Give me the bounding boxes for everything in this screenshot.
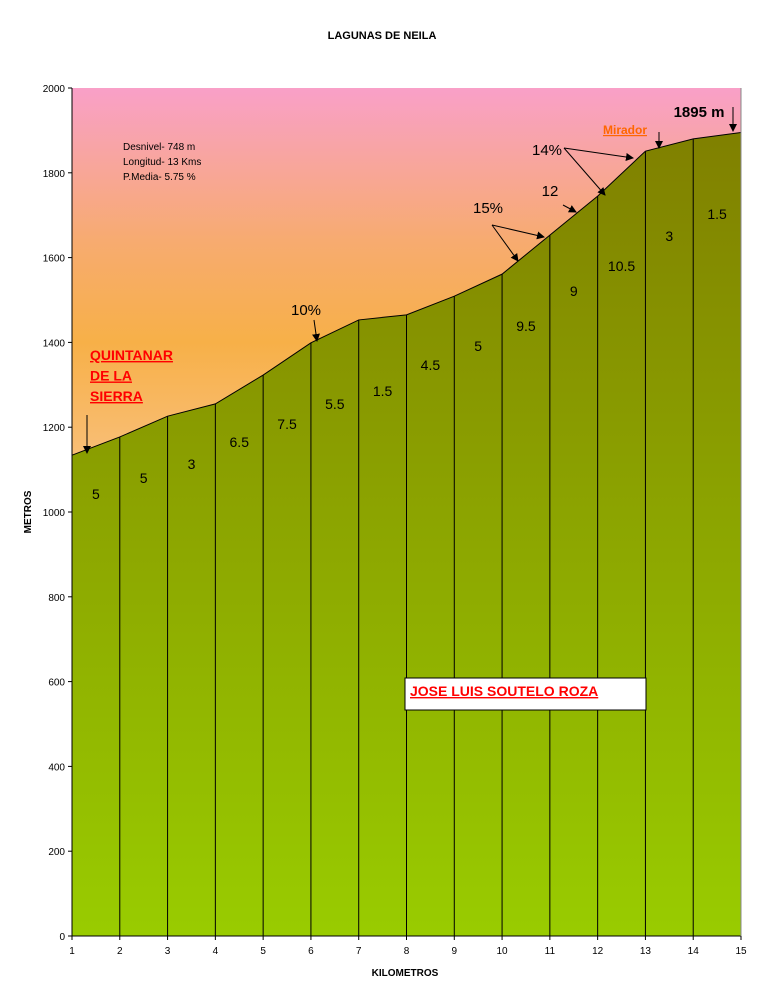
info-line: P.Media- 5.75 % <box>123 172 196 183</box>
x-tick-label: 7 <box>356 946 362 957</box>
gradient-14-label: 14% <box>532 142 562 159</box>
x-tick-label: 11 <box>545 946 556 957</box>
gradient-15-label: 15% <box>473 200 503 217</box>
mirador-label: Mirador <box>603 123 647 137</box>
author-box <box>404 677 647 711</box>
arrow-icon <box>312 319 320 342</box>
x-tick-label: 6 <box>308 946 314 957</box>
y-tick-label: 1200 <box>43 423 66 434</box>
y-tick-label: 1000 <box>43 508 66 519</box>
x-tick-label: 13 <box>640 946 652 957</box>
arrow-icon <box>563 147 606 196</box>
arrow-icon <box>491 224 545 240</box>
y-tick-label: 1400 <box>43 338 66 349</box>
x-tick-label: 14 <box>688 946 700 957</box>
x-tick-label: 15 <box>735 946 747 957</box>
x-tick-label: 5 <box>260 946 266 957</box>
start-town-label: QUINTANAR <box>90 347 173 363</box>
segment-gradient-label: 4.5 <box>421 357 441 373</box>
segment-gradient-label: 5 <box>140 470 148 486</box>
start-town-label: DE LA <box>90 368 132 384</box>
x-tick-label: 10 <box>497 946 509 957</box>
y-tick-label: 1800 <box>43 169 66 180</box>
start-town-label: SIERRA <box>90 388 143 404</box>
info-line: Longitud- 13 Kms <box>123 157 201 168</box>
y-tick-label: 1600 <box>43 254 66 265</box>
chart-title: LAGUNAS DE NEILA <box>328 30 437 42</box>
segment-gradient-label: 5.5 <box>325 396 345 412</box>
segment-gradient-label: 5 <box>92 486 100 502</box>
y-tick-label: 0 <box>59 932 65 943</box>
arrow-icon <box>491 224 519 262</box>
segment-gradient-label: 1.5 <box>707 206 727 222</box>
x-tick-label: 2 <box>117 946 123 957</box>
arrow-icon <box>562 204 577 213</box>
gradient-10-label: 10% <box>291 302 321 319</box>
x-axis-label: KILOMETROS <box>372 968 439 979</box>
y-tick-label: 800 <box>48 593 65 604</box>
segment-gradient-label: 10.5 <box>608 258 635 274</box>
segment-gradient-label: 3 <box>188 456 196 472</box>
y-tick-label: 200 <box>48 847 65 858</box>
y-tick-label: 2000 <box>43 84 66 95</box>
x-tick-label: 3 <box>165 946 171 957</box>
x-tick-label: 9 <box>452 946 458 957</box>
x-tick-label: 4 <box>213 946 219 957</box>
arrow-icon <box>563 147 634 161</box>
x-tick-label: 12 <box>592 946 604 957</box>
summit-label: 1895 m <box>674 104 725 121</box>
y-axis-label: METROS <box>23 490 34 533</box>
y-tick-label: 600 <box>48 678 65 689</box>
segment-gradient-label: 9.5 <box>516 318 536 334</box>
x-tick-label: 8 <box>404 946 410 957</box>
segment-gradient-label: 3 <box>665 228 673 244</box>
x-tick-label: 1 <box>69 946 75 957</box>
segment-gradient-label: 9 <box>570 283 578 299</box>
author-label: JOSE LUIS SOUTELO ROZA <box>410 683 598 699</box>
segment-gradient-label: 1.5 <box>373 383 393 399</box>
info-line: Desnivel- 748 m <box>123 142 195 153</box>
segment-gradient-label: 6.5 <box>230 434 250 450</box>
segment-gradient-label: 7.5 <box>277 416 297 432</box>
y-tick-label: 400 <box>48 762 65 773</box>
gradient-12-label: 12 <box>542 183 559 200</box>
segment-gradient-label: 5 <box>474 338 482 354</box>
